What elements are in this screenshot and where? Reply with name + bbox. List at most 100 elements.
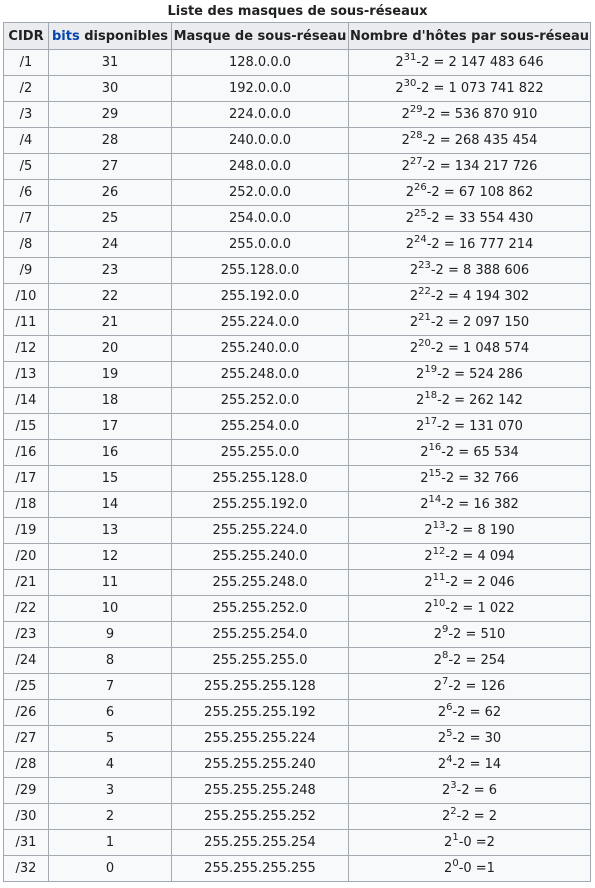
- cidr-value: /23: [15, 627, 37, 642]
- hosts-result: -2 = 134 217 726: [422, 159, 538, 174]
- mask-value: 255.255.255.255: [204, 861, 316, 876]
- table-caption: Liste des masques de sous-réseaux: [167, 4, 428, 19]
- hosts-result: -2 = 131 070: [437, 419, 523, 434]
- cell-mask: 254.0.0.0: [171, 205, 349, 232]
- bits-value: 26: [101, 185, 119, 200]
- cell-mask: 255.255.255.224: [171, 725, 349, 752]
- mask-value: 255.248.0.0: [220, 367, 300, 382]
- hosts-base: 2: [409, 315, 419, 330]
- hosts-result: -2 = 67 108 862: [426, 185, 534, 200]
- hosts-exponent: 19: [424, 363, 438, 375]
- cell-cidr: /30: [3, 803, 49, 830]
- header-bits: bits disponibles: [48, 22, 172, 50]
- hosts-result: -2 = 524 286: [437, 367, 523, 382]
- table-row: /23 9 255.255.254.0 29-2 = 510: [3, 621, 591, 648]
- hosts-result: -2 = 268 435 454: [422, 133, 538, 148]
- bits-value: 14: [101, 497, 119, 512]
- hosts-result: -2 = 6: [456, 783, 498, 798]
- cell-mask: 255.240.0.0: [171, 335, 349, 362]
- cell-mask: 255.254.0.0: [171, 413, 349, 440]
- cell-mask: 255.224.0.0: [171, 309, 349, 336]
- cidr-value: /32: [15, 861, 37, 876]
- cidr-value: /28: [15, 757, 37, 772]
- cell-mask: 255.248.0.0: [171, 361, 349, 388]
- cell-bits: 3: [48, 777, 172, 804]
- cell-cidr: /8: [3, 231, 49, 258]
- bits-value: 25: [101, 211, 119, 226]
- hosts-exponent: 1: [452, 831, 459, 843]
- hosts-base: 2: [424, 549, 433, 564]
- cell-hosts: 20-0 =1: [348, 855, 591, 882]
- bits-value: 28: [101, 133, 119, 148]
- cell-hosts: 228-2 = 268 435 454: [348, 127, 591, 154]
- hosts-base: 2: [401, 159, 410, 174]
- hosts-exponent: 24: [413, 233, 427, 245]
- hosts-result: -2 = 4 194 302: [430, 289, 530, 304]
- cidr-value: /30: [15, 809, 37, 824]
- hosts-base: 2: [416, 419, 425, 434]
- cidr-value: /1: [19, 55, 33, 70]
- header-cidr: CIDR: [3, 22, 49, 50]
- hosts-base: 2: [441, 783, 451, 798]
- cidr-value: /29: [15, 783, 37, 798]
- header-mask: Masque de sous-réseau: [171, 22, 349, 50]
- cell-bits: 27: [48, 153, 172, 180]
- hosts-exponent: 18: [424, 389, 438, 401]
- table-row: /32 0 255.255.255.255 20-0 =1: [3, 855, 591, 882]
- subnet-mask-table: CIDR bits disponibles Masque de sous-rés…: [3, 22, 591, 882]
- mask-value: 255.255.255.240: [204, 757, 316, 772]
- cell-cidr: /27: [3, 725, 49, 752]
- hosts-result: -2 = 32 766: [441, 471, 519, 486]
- hosts-base: 2: [395, 55, 404, 70]
- cell-mask: 128.0.0.0: [171, 49, 349, 76]
- table-row: /12 20 255.240.0.0 220-2 = 1 048 574: [3, 335, 591, 362]
- mask-value: 255.224.0.0: [220, 315, 300, 330]
- table-row: /24 8 255.255.255.0 28-2 = 254: [3, 647, 591, 674]
- cell-cidr: /25: [3, 673, 49, 700]
- hosts-exponent: 9: [441, 623, 449, 635]
- mask-value: 192.0.0.0: [228, 81, 292, 96]
- table-row: /11 21 255.224.0.0 221-2 = 2 097 150: [3, 309, 591, 336]
- cell-cidr: /4: [3, 127, 49, 154]
- cidr-value: /11: [15, 315, 37, 330]
- mask-value: 255.0.0.0: [228, 237, 292, 252]
- cell-cidr: /24: [3, 647, 49, 674]
- hosts-result: -2 = 126: [448, 679, 506, 694]
- table-row: /27 5 255.255.255.224 25-2 = 30: [3, 725, 591, 752]
- hosts-result: -2 = 16 777 214: [426, 237, 534, 252]
- mask-value: 255.252.0.0: [220, 393, 300, 408]
- table-row: /10 22 255.192.0.0 222-2 = 4 194 302: [3, 283, 591, 310]
- cell-hosts: 29-2 = 510: [348, 621, 591, 648]
- hosts-base: 2: [405, 211, 414, 226]
- cell-bits: 2: [48, 803, 172, 830]
- cell-hosts: 227-2 = 134 217 726: [348, 153, 591, 180]
- hosts-result: -2 = 14: [452, 757, 502, 772]
- cell-hosts: 210-2 = 1 022: [348, 595, 591, 622]
- bits-value: 10: [101, 601, 119, 616]
- cell-cidr: /20: [3, 543, 49, 570]
- hosts-base: 2: [401, 133, 410, 148]
- cell-hosts: 221-2 = 2 097 150: [348, 309, 591, 336]
- hosts-base: 2: [395, 81, 404, 96]
- table-row: /13 19 255.248.0.0 219-2 = 524 286: [3, 361, 591, 388]
- hosts-exponent: 6: [446, 701, 453, 713]
- table-row: /18 14 255.255.192.0 214-2 = 16 382: [3, 491, 591, 518]
- hosts-exponent: 4: [446, 753, 453, 765]
- cell-mask: 255.255.255.254: [171, 829, 349, 856]
- cidr-value: /26: [15, 705, 37, 720]
- mask-value: 255.240.0.0: [220, 341, 300, 356]
- cell-bits: 26: [48, 179, 172, 206]
- hosts-result: -2 = 262 142: [437, 393, 523, 408]
- cell-cidr: /9: [3, 257, 49, 284]
- cell-mask: 255.128.0.0: [171, 257, 349, 284]
- cell-cidr: /23: [3, 621, 49, 648]
- hosts-result: -2 = 536 870 910: [422, 107, 538, 122]
- hosts-base: 2: [420, 497, 429, 512]
- header-mask-label: Masque de sous-réseau: [173, 28, 347, 44]
- bits-link[interactable]: bits: [51, 28, 80, 44]
- cell-mask: 255.255.255.128: [171, 673, 349, 700]
- cell-bits: 7: [48, 673, 172, 700]
- hosts-exponent: 28: [409, 129, 423, 141]
- cidr-value: /9: [19, 263, 33, 278]
